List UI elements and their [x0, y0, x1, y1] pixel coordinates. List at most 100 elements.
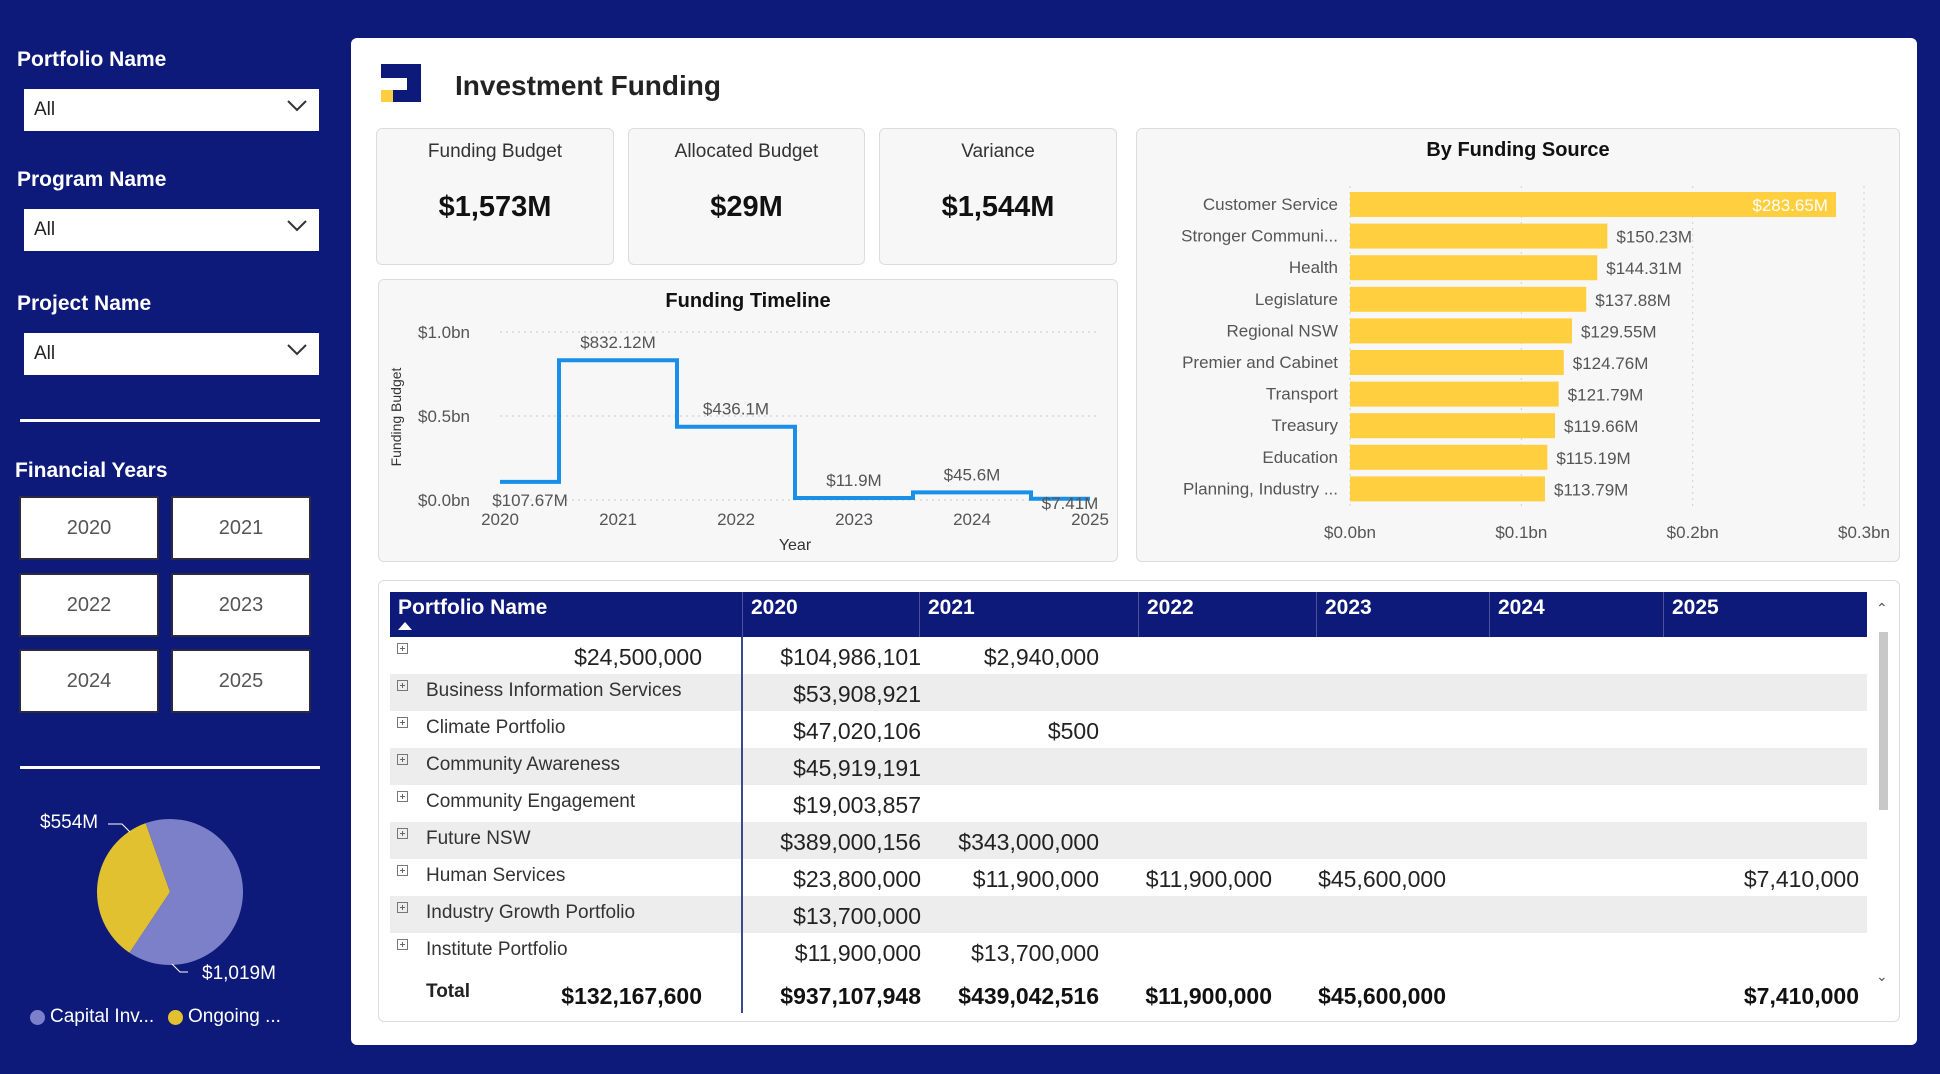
data-label: $115.19M	[1556, 449, 1630, 468]
expand-icon[interactable]	[397, 643, 408, 654]
x-tick-label: 2021	[599, 510, 637, 529]
expand-icon[interactable]	[397, 865, 408, 876]
table-row: Future NSW $389,000,156 $343,000,000	[390, 822, 1867, 859]
legend-item-ongoing[interactable]: Ongoing ...	[168, 1006, 281, 1028]
category-label: Customer Service	[1203, 195, 1338, 214]
kpi-card-variance[interactable]: Variance $1,544M	[879, 128, 1117, 265]
expand-icon[interactable]	[397, 754, 408, 765]
row-label: Human Services	[426, 865, 566, 886]
y-tick-label: $1.0bn	[418, 323, 470, 342]
expand-icon[interactable]	[397, 902, 408, 913]
program-dropdown[interactable]: All	[24, 209, 319, 251]
kpi-value: $1,573M	[438, 191, 552, 223]
year-button-2021[interactable]: 2021	[171, 496, 311, 560]
expand-icon[interactable]	[397, 791, 408, 802]
kpi-label: Variance	[961, 141, 1035, 162]
kpi-label: Allocated Budget	[674, 141, 819, 162]
row-label: Community Awareness	[426, 754, 620, 775]
bar	[1350, 444, 1548, 470]
column-header-2023[interactable]: 2023	[1316, 592, 1489, 637]
table-row: Institute Portfolio $11,900,000 $13,700,00…	[390, 933, 1867, 970]
chevron-down-icon	[287, 100, 307, 112]
pie-divider	[20, 766, 320, 769]
category-label: Regional NSW	[1227, 321, 1339, 340]
scroll-up-icon[interactable]: ⌃	[1876, 600, 1888, 616]
row-label: Community Engagement	[426, 791, 636, 812]
total-cell-2022: $439,042,516	[958, 983, 1099, 1009]
data-label: $107.67M	[492, 491, 568, 510]
category-label: Planning, Industry ...	[1183, 479, 1338, 498]
table-row: Climate Portfolio $47,020,106 $500	[390, 711, 1867, 748]
year-button-2024[interactable]: 2024	[19, 649, 159, 713]
table-cell: $104,986,101	[780, 644, 921, 670]
row-label: Business Information Services	[426, 680, 682, 701]
portfolio-dropdown[interactable]: All	[24, 89, 319, 131]
series-line	[500, 358, 1090, 501]
x-tick-label: $0.0bn	[1324, 523, 1376, 542]
project-slicer-title: Project Name	[17, 292, 152, 315]
funding-source-bar-chart: $0.0bn $0.1bn $0.2bn $0.3bn Customer Service…	[1181, 186, 1890, 542]
bar	[1350, 413, 1556, 439]
table-row: Human Services $23,800,000 $11,900,000 $11,…	[390, 859, 1867, 896]
project-dropdown[interactable]: All	[24, 333, 319, 375]
matrix-scroll-thumb[interactable]	[1879, 632, 1888, 810]
scroll-down-icon[interactable]: ⌄	[1876, 968, 1888, 984]
project-dropdown-value: All	[34, 343, 56, 364]
legend-item-capital[interactable]: Capital Inv...	[30, 1006, 154, 1028]
pie-slice	[97, 823, 170, 953]
pie-leader-lines	[108, 823, 188, 973]
column-header-2025[interactable]: 2025	[1663, 592, 1867, 637]
funding-timeline-card[interactable]: Funding Timeline	[378, 279, 1118, 562]
matrix-header: Portfolio Name 2020 2021 2022 2023 2024 …	[390, 592, 1867, 637]
x-tick-label: 2022	[717, 510, 755, 529]
y-tick-label: $0.0bn	[418, 491, 470, 510]
data-label: $436.1M	[703, 400, 769, 419]
data-label: $283.65M	[1752, 196, 1828, 215]
total-label: Total	[426, 981, 470, 1002]
table-row: $24,500,000 $104,986,101 $2,940,000	[390, 637, 1867, 674]
x-tick-label: 2020	[481, 510, 519, 529]
chevron-down-icon	[287, 220, 307, 232]
x-tick-label: 2024	[953, 510, 991, 529]
year-button-2020[interactable]: 2020	[19, 496, 159, 560]
data-label: $11.9M	[826, 471, 881, 490]
slicer-divider	[20, 419, 320, 422]
kpi-card-allocated-budget[interactable]: Allocated Budget $29M	[628, 128, 865, 265]
year-button-2022[interactable]: 2022	[19, 573, 159, 637]
expand-icon[interactable]	[397, 828, 408, 839]
kpi-value: $29M	[710, 191, 783, 223]
table-cell: $24,500,000	[574, 644, 702, 670]
expand-icon[interactable]	[397, 939, 408, 950]
portfolio-slicer-title: Portfolio Name	[17, 48, 167, 71]
kpi-card-funding-budget[interactable]: Funding Budget $1,573M	[376, 128, 614, 265]
year-button-2025[interactable]: 2025	[171, 649, 311, 713]
row-label: Industry Growth Portfolio	[426, 902, 636, 923]
column-header-2022[interactable]: 2022	[1138, 592, 1316, 637]
total-cell-2023: $11,900,000	[1145, 983, 1272, 1009]
data-label: $124.76M	[1573, 354, 1649, 373]
kpi-label: Funding Budget	[427, 141, 563, 162]
category-label: Health	[1289, 258, 1338, 277]
bar	[1350, 476, 1545, 502]
expand-icon[interactable]	[397, 680, 408, 691]
chart-title: Funding Timeline	[665, 290, 831, 312]
year-button-2023[interactable]: 2023	[171, 573, 311, 637]
expand-icon[interactable]	[397, 717, 408, 728]
column-header-2021[interactable]: 2021	[919, 592, 1138, 637]
column-header-2020[interactable]: 2020	[742, 592, 919, 637]
column-header-2024[interactable]: 2024	[1489, 592, 1663, 637]
bar	[1350, 223, 1608, 249]
bar	[1350, 318, 1572, 344]
row-label: Climate Portfolio	[426, 717, 566, 738]
column-header-portfolio[interactable]: Portfolio Name	[390, 592, 742, 637]
bar	[1350, 255, 1598, 281]
data-label: $137.88M	[1595, 291, 1671, 310]
category-label: Treasury	[1272, 416, 1339, 435]
bar	[1350, 286, 1587, 312]
table-cell: $11,900,000	[1145, 866, 1272, 892]
data-label: $129.55M	[1581, 322, 1657, 341]
category-label: Legislature	[1255, 290, 1338, 309]
total-cell-2021: $937,107,948	[780, 983, 921, 1009]
table-row: Industry Growth Portfolio $13,700,000	[390, 896, 1867, 933]
matrix-column-separator	[741, 637, 743, 1013]
